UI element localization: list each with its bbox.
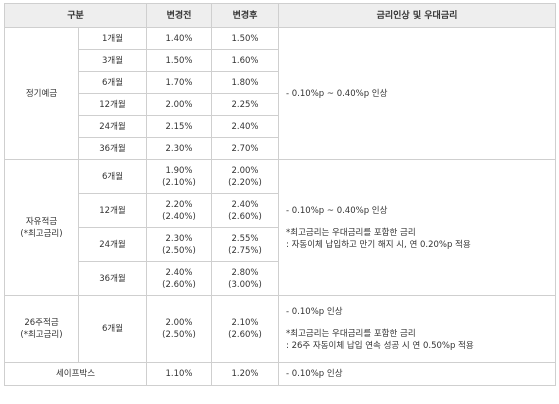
table-row: 3개월 1.50% 1.60% [5,49,556,72]
after-rate-cell: 1.20% [211,362,279,386]
table-row: 자유적금 (*최고금리) 6개월 1.90% (2.10%) 2.00% (2.… [4,159,556,296]
before-rate: 2.40% [165,267,193,278]
rate-change-table: 구분 변경전 변경후 금리인상 및 우대금리 정기예금 1개월 1.40% 1.… [4,3,556,386]
before-rate-cell: 2.30% [146,137,212,160]
table-row: 정기예금 1개월 1.40% 1.50% - 0.10%p ~ 0.40%p 인… [4,27,556,160]
week26-name-line1: 26주적금 [24,318,59,328]
table-row: 12개월 2.20% (2.40%) 2.40% (2.60%) [5,193,556,228]
after-rate-cell: 2.80% (3.00%) [211,261,279,296]
before-max-rate: (2.50%) [162,245,196,256]
before-rate: 2.20% [165,199,193,210]
safebox-note: - 0.10%p 인상 [278,362,556,386]
after-rate-cell: 2.00% (2.20%) [211,159,279,194]
after-rate: 2.80% [231,267,259,278]
after-rate-cell: 1.60% [211,49,279,72]
period-cell: 3개월 [78,49,147,72]
week26-name-line2: (*최고금리) [20,330,63,340]
before-rate: 1.90% [165,165,193,176]
after-rate: 2.55% [231,233,259,244]
header-category: 구분 [4,3,147,28]
before-max-rate: (2.50%) [162,330,196,340]
before-rate-cell: 2.00% (2.50%) [146,295,212,363]
after-rate-cell: 2.70% [211,137,279,160]
after-max-rate: (2.20%) [228,177,262,188]
after-max-rate: (2.60%) [228,330,262,340]
before-rate-cell: 2.30% (2.50%) [146,227,212,262]
before-rate-cell: 2.20% (2.40%) [146,193,212,228]
free-savings-name: 자유적금 (*최고금리) [4,159,79,296]
before-rate-cell: 1.50% [146,49,212,72]
header-note: 금리인상 및 우대금리 [278,3,556,28]
period-cell: 6개월 [78,159,147,194]
before-rate-cell: 1.90% (2.10%) [146,159,212,194]
table-row: 세이프박스 1.10% 1.20% - 0.10%p 인상 [4,362,556,386]
before-rate: 2.30% [165,233,193,244]
period-cell: 6개월 [78,71,147,94]
week26-note-line1: - 0.10%p 인상 [286,307,343,317]
note-spacer [286,318,555,328]
before-rate-cell: 2.15% [146,115,212,138]
period-cell: 24개월 [78,115,147,138]
week26-note-line3: : 26주 자동이체 납입 연속 성공 시 연 0.50%p 적용 [286,341,474,351]
free-savings-name-line2: (*최고금리) [20,228,63,239]
header-row: 구분 변경전 변경후 금리인상 및 우대금리 [4,3,556,28]
term-deposit-note: - 0.10%p ~ 0.40%p 인상 [278,27,556,160]
after-rate-cell: 2.40% (2.60%) [211,193,279,228]
after-rate: 2.00% [231,165,259,176]
period-cell: 36개월 [78,137,147,160]
before-rate: 2.00% [165,318,193,328]
term-deposit-name: 정기예금 [4,27,79,160]
free-savings-note: - 0.10%p ~ 0.40%p 인상 *최고금리는 우대금리를 포함한 금리… [278,159,556,296]
free-savings-note-line3: : 자동이체 납입하고 만기 해지 시, 연 0.20%p 적용 [286,239,471,250]
free-savings-note-line1: - 0.10%p ~ 0.40%p 인상 [286,205,388,216]
table-row: 36개월 2.40% (2.60%) 2.80% (3.00%) [5,261,556,296]
after-max-rate: (3.00%) [228,279,262,290]
before-rate-cell: 1.10% [146,362,212,386]
before-max-rate: (2.60%) [162,279,196,290]
after-rate: 2.40% [231,199,259,210]
safebox-name: 세이프박스 [4,362,147,386]
period-cell: 1개월 [78,27,147,50]
before-max-rate: (2.10%) [162,177,196,188]
period-cell: 12개월 [78,193,147,228]
free-savings-name-line1: 자유적금 [25,216,58,227]
rate-table-wrapper: 구분 변경전 변경후 금리인상 및 우대금리 정기예금 1개월 1.40% 1.… [4,3,556,386]
note-spacer [286,217,555,227]
before-rate-cell: 1.70% [146,71,212,94]
header-before: 변경전 [146,3,212,28]
header-after: 변경후 [211,3,279,28]
after-rate-cell: 2.10% (2.60%) [211,295,279,363]
table-row: 26주적금 (*최고금리) 6개월 2.00% (2.50%) 2.10% (2… [4,295,556,363]
after-rate: 2.10% [231,318,259,328]
after-rate-cell: 2.25% [211,93,279,116]
table-row: 24개월 2.15% 2.40% [5,115,556,138]
after-rate-cell: 1.80% [211,71,279,94]
week26-note-line2: *최고금리는 우대금리를 포함한 금리 [286,329,416,339]
before-max-rate: (2.40%) [162,211,196,222]
period-cell: 24개월 [78,227,147,262]
before-rate-cell: 2.40% (2.60%) [146,261,212,296]
after-rate-cell: 2.55% (2.75%) [211,227,279,262]
table-row: 12개월 2.00% 2.25% [5,93,556,116]
period-cell: 6개월 [78,295,147,363]
period-cell: 36개월 [78,261,147,296]
period-cell: 12개월 [78,93,147,116]
before-rate-cell: 1.40% [146,27,212,50]
before-rate-cell: 2.00% [146,93,212,116]
after-max-rate: (2.60%) [228,211,262,222]
after-rate-cell: 1.50% [211,27,279,50]
free-savings-note-line2: *최고금리는 우대금리를 포함한 금리 [286,227,416,238]
after-max-rate: (2.75%) [228,245,262,256]
after-rate-cell: 2.40% [211,115,279,138]
week26-name: 26주적금 (*최고금리) [4,295,79,363]
week26-note: - 0.10%p 인상 *최고금리는 우대금리를 포함한 금리 : 26주 자동… [278,295,556,363]
